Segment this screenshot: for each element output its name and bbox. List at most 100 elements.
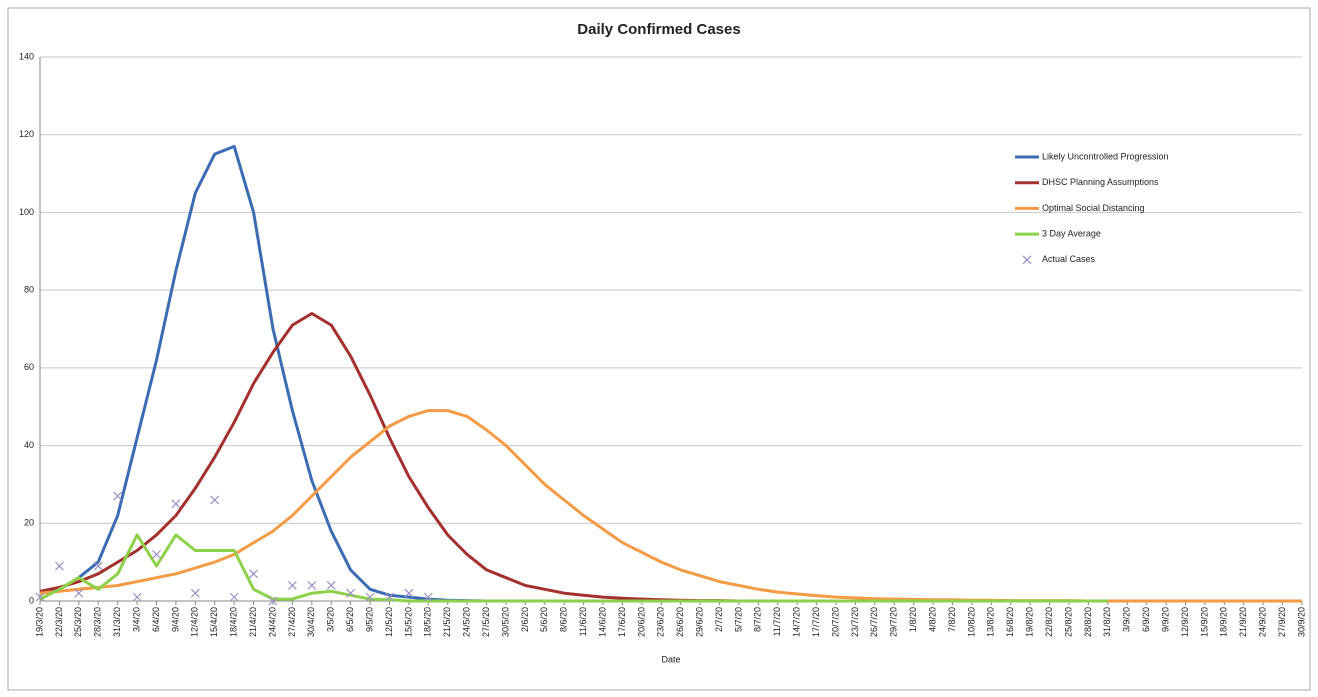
y-tick-label: 40 <box>24 440 34 450</box>
x-tick-label: 18/4/20 <box>229 607 239 637</box>
x-tick-label: 12/5/20 <box>384 607 394 637</box>
x-tick-label: 9/9/20 <box>1160 607 1170 632</box>
y-tick-label: 60 <box>24 362 34 372</box>
x-tick-label: 27/9/20 <box>1277 607 1287 637</box>
x-tick-label: 31/8/20 <box>1102 607 1112 637</box>
x-tick-label: 14/7/20 <box>792 607 802 637</box>
legend-label: Likely Uncontrolled Progression <box>1042 151 1169 161</box>
x-tick-label: 21/9/20 <box>1238 607 1248 637</box>
data-point <box>423 592 433 602</box>
x-tick-label: 15/4/20 <box>209 607 219 637</box>
data-point <box>365 592 375 602</box>
legend-label: 3 Day Average <box>1042 228 1101 238</box>
x-tick-label: 2/6/20 <box>520 607 530 632</box>
x-tick-label: 28/8/20 <box>1083 607 1093 637</box>
x-tick-label: 3/9/20 <box>1122 607 1132 632</box>
x-tick-label: 1/8/20 <box>908 607 918 632</box>
x-tick-label: 6/9/20 <box>1141 607 1151 632</box>
data-point <box>54 561 64 571</box>
data-point <box>287 581 297 590</box>
data-point <box>113 491 123 501</box>
data-point <box>326 581 336 590</box>
x-tick-label: 20/7/20 <box>830 607 840 637</box>
data-point <box>74 588 84 598</box>
y-tick-label: 140 <box>19 51 34 61</box>
x-tick-label: 17/6/20 <box>617 607 627 637</box>
x-tick-label: 7/8/20 <box>947 607 957 632</box>
x-axis-title: Date <box>661 654 680 664</box>
x-tick-label: 30/4/20 <box>306 607 316 637</box>
data-point <box>385 592 394 602</box>
legend-label: Actual Cases <box>1042 254 1096 264</box>
x-tick-label: 30/5/20 <box>500 607 510 637</box>
x-tick-label: 12/4/20 <box>190 607 200 637</box>
x-tick-label: 23/7/20 <box>850 607 860 637</box>
x-tick-label: 14/6/20 <box>597 607 607 637</box>
y-tick-label: 20 <box>24 518 34 528</box>
data-point <box>229 592 239 602</box>
x-tick-label: 5/6/20 <box>539 607 549 632</box>
x-tick-label: 13/8/20 <box>986 607 996 637</box>
x-tick-label: 10/8/20 <box>966 607 976 637</box>
x-tick-label: 2/7/20 <box>714 607 724 632</box>
data-point <box>249 569 258 579</box>
series-line <box>39 533 1108 603</box>
x-tick-label: 11/7/20 <box>772 607 782 636</box>
data-point <box>346 588 356 598</box>
x-tick-label: 27/4/20 <box>287 607 297 637</box>
x-tick-label: 3/5/20 <box>326 607 336 632</box>
x-tick-label: 24/4/20 <box>267 607 277 637</box>
y-tick-label: 0 <box>29 595 34 605</box>
x-tick-label: 15/5/20 <box>403 607 413 637</box>
x-tick-label: 9/4/20 <box>170 607 180 632</box>
x-tick-label: 24/9/20 <box>1258 607 1268 637</box>
data-point <box>190 588 200 598</box>
x-tick-label: 18/9/20 <box>1219 607 1229 637</box>
data-point <box>1022 255 1032 265</box>
x-tick-label: 23/6/20 <box>656 607 666 637</box>
x-tick-label: 21/4/20 <box>248 607 258 637</box>
x-tick-label: 29/7/20 <box>889 607 899 637</box>
data-point <box>210 495 220 505</box>
x-tick-label: 3/4/20 <box>131 607 141 632</box>
x-tick-label: 22/3/20 <box>54 607 64 637</box>
y-tick-label: 80 <box>24 285 34 295</box>
x-tick-label: 15/9/20 <box>1199 607 1209 637</box>
data-point <box>152 549 161 559</box>
x-tick-label: 19/3/20 <box>34 607 44 637</box>
x-tick-label: 17/7/20 <box>811 607 821 637</box>
x-tick-label: 28/3/20 <box>93 607 103 637</box>
x-tick-label: 19/8/20 <box>1025 607 1035 637</box>
x-tick-label: 27/5/20 <box>481 607 491 637</box>
data-point <box>307 581 317 590</box>
x-tick-label: 22/8/20 <box>1044 607 1054 637</box>
x-tick-label: 18/5/20 <box>423 607 433 637</box>
x-tick-label: 8/7/20 <box>753 607 763 632</box>
data-point <box>404 588 414 598</box>
x-tick-label: 4/8/20 <box>927 607 937 632</box>
x-tick-label: 29/6/20 <box>694 607 704 637</box>
chart-frame <box>7 7 1311 691</box>
chart-title: Daily Confirmed Cases <box>577 21 740 38</box>
x-tick-label: 25/3/20 <box>73 607 83 637</box>
y-tick-label: 120 <box>19 129 34 139</box>
x-tick-label: 8/6/20 <box>559 607 569 632</box>
x-tick-label: 20/6/20 <box>636 607 646 637</box>
data-point <box>132 592 142 602</box>
x-tick-label: 5/7/20 <box>733 607 743 632</box>
legend-label: Optimal Social Distancing <box>1042 203 1145 213</box>
data-point <box>93 561 103 571</box>
x-tick-label: 21/5/20 <box>442 607 452 637</box>
x-tick-label: 12/9/20 <box>1180 607 1190 637</box>
x-tick-label: 16/8/20 <box>1005 607 1015 637</box>
data-point <box>35 592 45 602</box>
legend-label: DHSC Planning Assumptions <box>1042 177 1159 187</box>
x-tick-label: 26/7/20 <box>869 607 879 637</box>
x-tick-label: 11/6/20 <box>578 607 588 636</box>
x-tick-label: 9/5/20 <box>364 607 374 632</box>
x-tick-label: 26/6/20 <box>675 607 685 637</box>
x-tick-label: 25/8/20 <box>1063 607 1073 637</box>
y-tick-label: 100 <box>19 207 34 217</box>
x-tick-label: 24/5/20 <box>462 607 472 637</box>
